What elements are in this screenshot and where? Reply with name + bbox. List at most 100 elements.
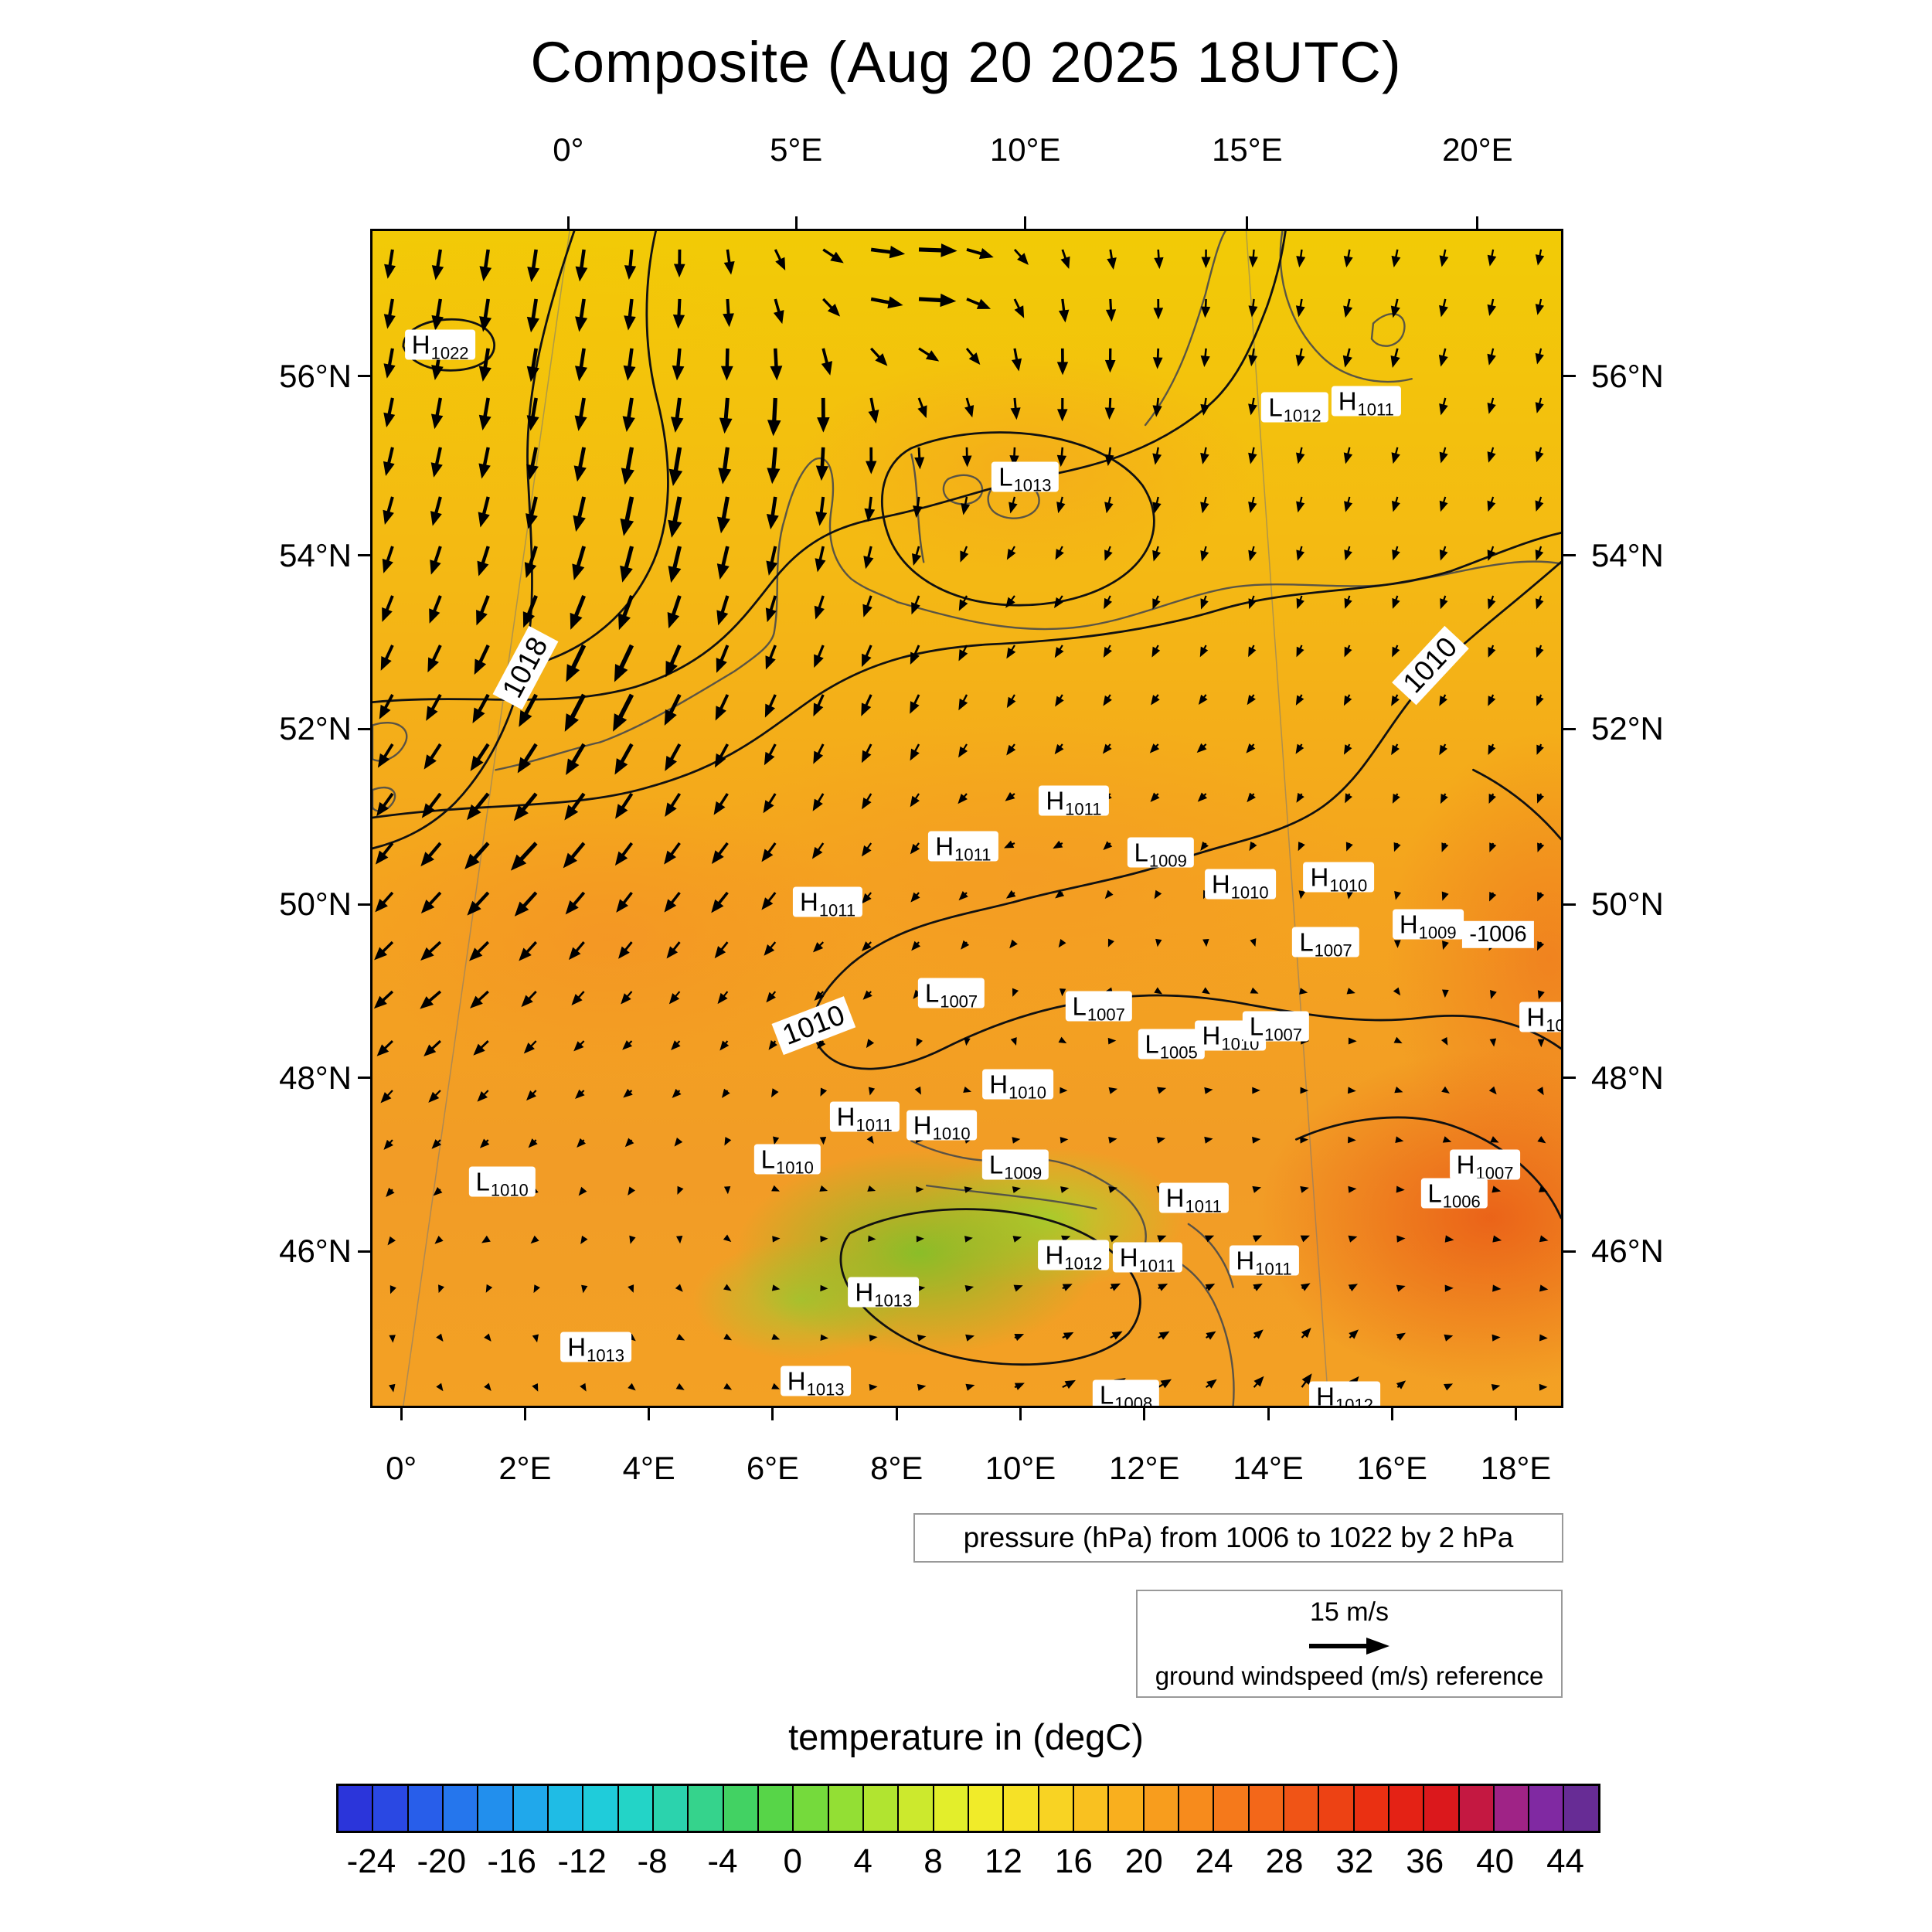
- pressure-center-label: H1008: [1519, 1002, 1561, 1034]
- colorbar-segment: [477, 1786, 512, 1831]
- colorbar-tick-label: 28: [1265, 1842, 1304, 1880]
- axis-label-right: 48°N: [1591, 1059, 1664, 1096]
- colorbar-segment: [1423, 1786, 1458, 1831]
- axis-tick-top: [1246, 216, 1249, 229]
- pressure-center-label: H1022: [404, 329, 476, 362]
- axis-label-left: 56°N: [279, 357, 352, 394]
- colorbar-tick-label: -12: [557, 1842, 607, 1880]
- colorbar-segment: [722, 1786, 757, 1831]
- colorbar-segment: [1387, 1786, 1423, 1831]
- axis-label-right: 50°N: [1591, 886, 1664, 923]
- axis-tick-right: [1563, 903, 1576, 906]
- axis-tick-left: [358, 1077, 370, 1080]
- pressure-center-label: H1013: [848, 1277, 920, 1309]
- axis-tick-right: [1563, 375, 1576, 378]
- colorbar-segment: [372, 1786, 407, 1831]
- axis-tick-bottom: [1143, 1408, 1146, 1420]
- temperature-colorbar: [336, 1784, 1600, 1833]
- pressure-center-label: H1011: [1331, 386, 1401, 418]
- axis-label-left: 52°N: [279, 710, 352, 747]
- colorbar-tick-label: 20: [1124, 1842, 1163, 1880]
- pressure-center-label: H1011: [1158, 1182, 1229, 1215]
- axis-tick-right: [1563, 554, 1576, 557]
- pressure-center-label: L1007: [1292, 927, 1359, 959]
- colorbar-tick-label: -8: [637, 1842, 668, 1880]
- colorbar-segment: [792, 1786, 828, 1831]
- pressure-center-label: H1007: [1449, 1149, 1521, 1182]
- axis-tick-bottom: [1390, 1408, 1393, 1420]
- axis-tick-left: [358, 727, 370, 730]
- map-graphics: [372, 231, 1561, 1406]
- axis-tick-left: [358, 554, 370, 557]
- axis-tick-bottom: [1019, 1408, 1022, 1420]
- axis-tick-top: [1476, 216, 1479, 229]
- colorbar-segment: [1037, 1786, 1073, 1831]
- pressure-center-label: H1009: [1392, 909, 1464, 941]
- graticule-lines: [403, 231, 1329, 1406]
- contour-label: -1006: [1462, 921, 1534, 948]
- colorbar-segment: [441, 1786, 478, 1831]
- axis-tick-bottom: [1267, 1408, 1270, 1420]
- pressure-center-label: H1012: [1038, 1240, 1110, 1272]
- colorbar-segment: [1072, 1786, 1108, 1831]
- axis-label-bottom: 2°E: [498, 1450, 552, 1486]
- pressure-center-label: H1010: [1204, 869, 1276, 901]
- colorbar-title: temperature in (degC): [788, 1716, 1144, 1757]
- pressure-center-label: L1009: [1127, 837, 1194, 869]
- colorbar-tick-label: -4: [707, 1842, 738, 1880]
- colorbar-tick-label: 8: [923, 1842, 943, 1880]
- colorbar-tick-label: 4: [853, 1842, 872, 1880]
- axis-label-bottom: 14°E: [1233, 1450, 1304, 1486]
- colorbar-segment: [546, 1786, 583, 1831]
- axis-label-left: 50°N: [279, 886, 352, 923]
- axis-tick-right: [1563, 1077, 1576, 1080]
- axis-label-top: 0°: [553, 131, 584, 168]
- map-canvas: 1018 1010 1010 -1006 H1022 L1012 H1011 L1013 H1…: [370, 229, 1563, 1408]
- pressure-center-label: L1005: [1138, 1029, 1205, 1061]
- colorbar-tick-label: 16: [1054, 1842, 1093, 1880]
- axis-tick-right: [1563, 1250, 1576, 1253]
- axis-tick-bottom: [523, 1408, 526, 1420]
- axis-tick-bottom: [1515, 1408, 1518, 1420]
- axis-label-left: 54°N: [279, 536, 352, 573]
- pressure-center-label: L1007: [1242, 1011, 1310, 1043]
- colorbar-segment: [1528, 1786, 1563, 1831]
- colorbar-segment: [338, 1786, 372, 1831]
- colorbar-segment: [827, 1786, 862, 1831]
- axis-label-top: 10°E: [989, 131, 1061, 168]
- axis-label-left: 46°N: [279, 1233, 352, 1270]
- wind-reference-box: 15 m/s ground windspeed (m/s) reference: [1136, 1590, 1563, 1698]
- wind-reference-arrow-icon: [1309, 1638, 1389, 1655]
- axis-tick-top: [794, 216, 798, 229]
- colorbar-tick-label: 44: [1546, 1842, 1585, 1880]
- pressure-center-label: H1011: [928, 831, 998, 863]
- pressure-center-label: L1007: [1065, 991, 1132, 1023]
- axis-label-top: 15°E: [1212, 131, 1283, 168]
- colorbar-segment: [1563, 1786, 1598, 1831]
- axis-tick-top: [1024, 216, 1027, 229]
- pressure-center-label: H1011: [1039, 785, 1109, 818]
- colorbar-tick-label: 0: [783, 1842, 803, 1880]
- colorbar-segment: [651, 1786, 688, 1831]
- axis-label-top: 20°E: [1442, 131, 1513, 168]
- colorbar-tick-label: 24: [1195, 1842, 1233, 1880]
- colorbar-tick-label: 32: [1335, 1842, 1374, 1880]
- colorbar-segment: [1352, 1786, 1388, 1831]
- colorbar-tick-labels: -24 -20 -16 -12 -8 -4 0 4 8 12 16 20 24 28 32 36 40 44: [336, 1842, 1600, 1889]
- colorbar-segment: [862, 1786, 898, 1831]
- colorbar-segment: [582, 1786, 617, 1831]
- axis-tick-bottom: [400, 1408, 403, 1420]
- pressure-center-label: H1011: [1229, 1245, 1299, 1277]
- axis-label-bottom: 12°E: [1108, 1450, 1180, 1486]
- axis-label-right: 54°N: [1591, 536, 1664, 573]
- wind-arrows: [373, 243, 1549, 1393]
- axis-tick-left: [358, 1250, 370, 1253]
- colorbar-segment: [1177, 1786, 1213, 1831]
- pressure-center-label: H1010: [906, 1110, 978, 1142]
- colorbar-tick-label: -16: [487, 1842, 537, 1880]
- axis-tick-bottom: [771, 1408, 774, 1420]
- colorbar-segment: [757, 1786, 793, 1831]
- colorbar-tick-label: -24: [346, 1842, 396, 1880]
- colorbar-segment: [406, 1786, 442, 1831]
